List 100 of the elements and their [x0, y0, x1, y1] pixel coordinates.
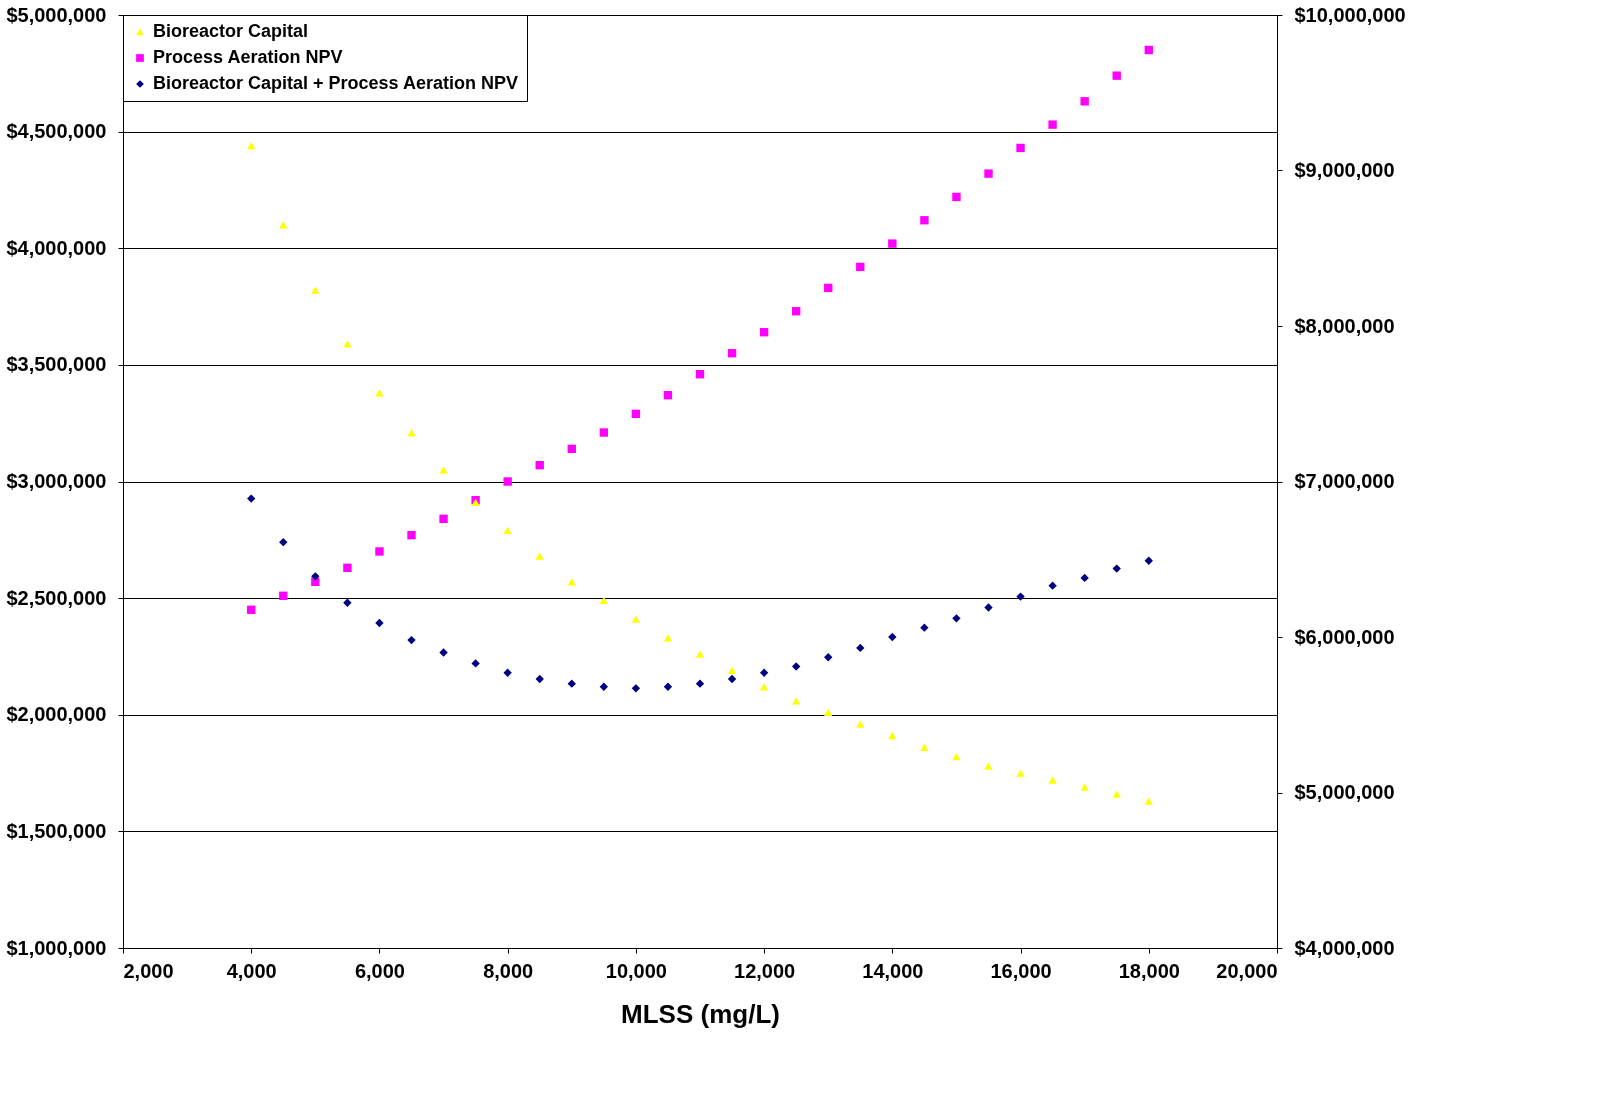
legend-label: Process Aeration NPV — [153, 47, 343, 67]
point — [407, 428, 416, 437]
point — [1144, 45, 1153, 55]
point — [952, 753, 961, 761]
point — [439, 514, 448, 523]
y-tick-label: $1,000,000 — [6, 936, 107, 959]
point — [311, 577, 320, 586]
point — [952, 614, 961, 623]
point — [888, 732, 897, 740]
y2-tick-label: $7,000,000 — [1294, 470, 1395, 492]
x-tick-label: 12,000 — [734, 959, 796, 982]
point — [695, 370, 705, 379]
point — [503, 526, 512, 535]
point — [759, 328, 769, 337]
point — [824, 708, 833, 717]
y-tick-label: $3,500,000 — [6, 353, 107, 376]
point — [343, 340, 352, 348]
point — [1080, 783, 1089, 791]
point — [824, 283, 833, 293]
y-tick-label: $5,000,000 — [6, 3, 107, 26]
legend-label: Bioreactor Capital + Process Aeration NPV — [153, 73, 518, 93]
point — [663, 391, 673, 400]
legend-label: Bioreactor Capital — [153, 21, 309, 41]
point — [631, 684, 641, 693]
point — [631, 615, 641, 623]
x-tick-label: 6,000 — [354, 959, 405, 982]
x-axis-title: MLSS (mg/L) — [621, 998, 780, 1029]
x-tick-label: 4,000 — [226, 959, 277, 982]
point — [759, 683, 769, 691]
point — [663, 634, 673, 642]
point — [888, 239, 897, 248]
point — [727, 674, 737, 684]
point — [695, 679, 705, 688]
point — [1048, 120, 1057, 129]
point — [503, 477, 512, 486]
point — [1016, 143, 1025, 153]
point — [439, 648, 448, 657]
point — [984, 603, 993, 612]
point — [1016, 592, 1025, 601]
point — [663, 682, 673, 691]
x-tick-label: 8,000 — [483, 959, 534, 982]
point — [407, 530, 416, 540]
point — [791, 307, 801, 316]
x-tick-label: 16,000 — [990, 959, 1052, 982]
point — [567, 444, 576, 454]
point — [727, 349, 737, 358]
point — [856, 720, 865, 728]
x-tick-label: 2,000 — [123, 959, 174, 982]
point — [1112, 564, 1121, 573]
y-tick-label: $4,000,000 — [6, 236, 107, 259]
point — [535, 674, 544, 684]
point — [343, 563, 352, 572]
point — [1112, 71, 1121, 80]
point — [439, 466, 448, 474]
point — [984, 169, 993, 178]
point — [407, 635, 416, 645]
point — [791, 697, 801, 705]
point — [856, 262, 865, 272]
y-tick-label: $2,500,000 — [6, 586, 107, 609]
point — [1144, 797, 1153, 805]
point — [759, 668, 769, 677]
x-tick-label: 10,000 — [605, 959, 667, 982]
point — [727, 666, 737, 675]
point — [1080, 97, 1089, 106]
point — [1048, 581, 1057, 590]
point — [567, 578, 576, 586]
point — [888, 632, 897, 642]
x-tick-label: 20,000 — [1216, 959, 1278, 982]
point — [311, 572, 320, 581]
y2-tick-label: $9,000,000 — [1294, 159, 1395, 181]
x-tick-label: 14,000 — [862, 959, 924, 982]
y2-tick-label: $8,000,000 — [1294, 314, 1395, 337]
point — [920, 743, 929, 752]
point — [279, 221, 288, 229]
point — [599, 596, 609, 605]
point — [535, 552, 544, 560]
point — [279, 537, 288, 547]
point — [343, 598, 352, 607]
point — [599, 682, 609, 691]
y-tick-label: $4,500,000 — [6, 120, 107, 143]
point — [471, 659, 480, 668]
point — [567, 679, 576, 688]
y2-tick-label: $6,000,000 — [1294, 625, 1395, 648]
y-tick-label: $3,000,000 — [6, 470, 107, 492]
point — [695, 650, 705, 658]
point — [952, 192, 961, 202]
x-tick-label: 18,000 — [1118, 959, 1180, 982]
point — [535, 460, 544, 470]
y2-tick-label: $4,000,000 — [1294, 936, 1395, 959]
y2-tick-label: $5,000,000 — [1294, 781, 1395, 803]
point — [247, 605, 256, 614]
point — [375, 547, 384, 556]
point — [791, 662, 801, 671]
y-tick-label: $1,500,000 — [6, 819, 107, 842]
point — [984, 762, 993, 770]
point — [1144, 556, 1153, 565]
point — [311, 286, 320, 294]
point — [247, 142, 256, 150]
point — [1048, 776, 1057, 784]
point — [856, 643, 865, 653]
